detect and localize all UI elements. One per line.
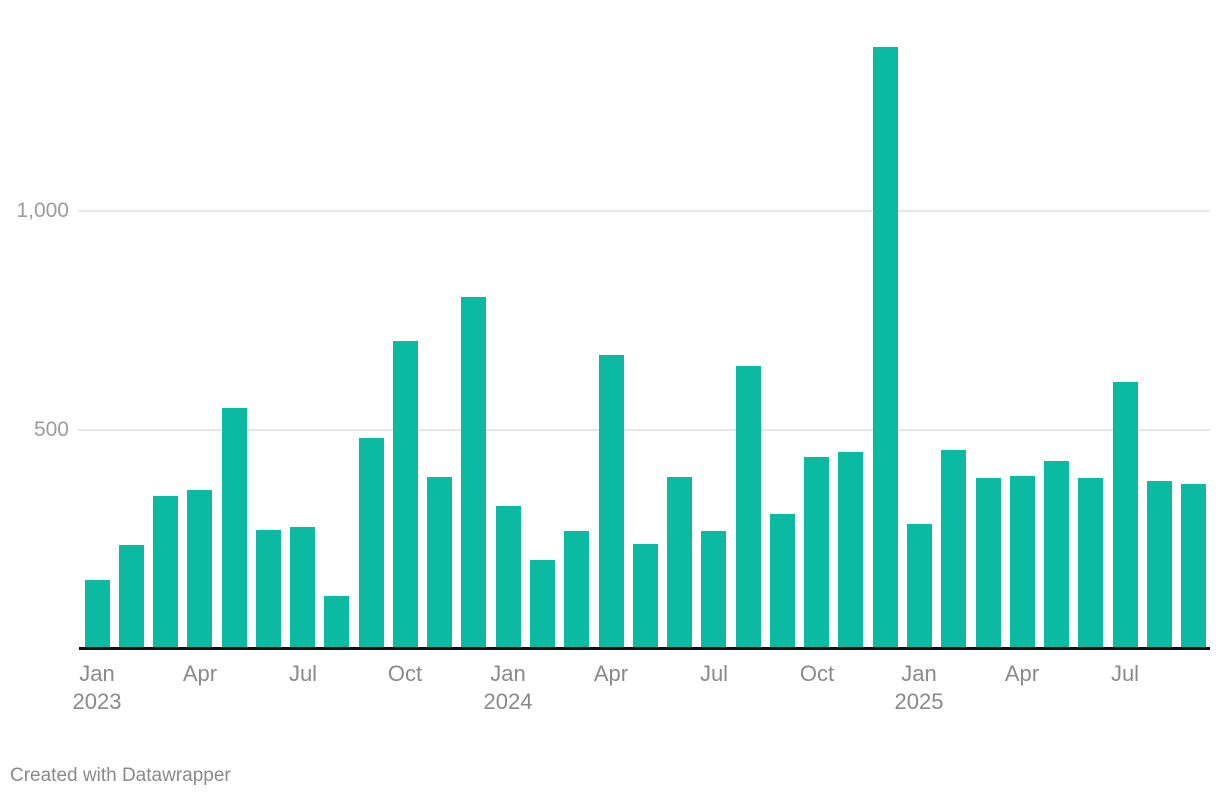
x-axis-tick-label: Oct: [747, 660, 887, 688]
bar[interactable]: [1010, 476, 1035, 648]
x-tick-month: Apr: [593, 661, 629, 686]
bar[interactable]: [976, 478, 1001, 648]
bar[interactable]: [187, 490, 212, 648]
gridline: [78, 429, 1210, 431]
x-tick-year: 2023: [72, 689, 122, 714]
bar[interactable]: [633, 544, 658, 648]
x-tick-month: Apr: [182, 661, 218, 686]
bar[interactable]: [222, 408, 247, 648]
bar[interactable]: [427, 477, 452, 648]
bar[interactable]: [873, 47, 898, 648]
bar[interactable]: [1078, 478, 1103, 648]
bar[interactable]: [85, 580, 110, 648]
bar[interactable]: [770, 514, 795, 648]
bar[interactable]: [1113, 382, 1138, 648]
gridline: [78, 210, 1210, 212]
x-axis-tick-label: Jul: [1055, 660, 1195, 688]
x-tick-month: Jul: [699, 661, 729, 686]
bar[interactable]: [153, 496, 178, 648]
x-axis-tick-label: Jan 2025: [849, 660, 989, 716]
x-tick-month: Jul: [288, 661, 318, 686]
x-axis-tick-label: Jul: [233, 660, 373, 688]
bar[interactable]: [667, 477, 692, 648]
x-tick-year: 2024: [483, 689, 533, 714]
x-tick-month: Oct: [799, 661, 835, 686]
bar[interactable]: [256, 530, 281, 648]
x-axis-tick-label: Apr: [130, 660, 270, 688]
bar[interactable]: [701, 531, 726, 648]
x-axis-tick-label: Jan 2023: [27, 660, 167, 716]
x-axis-tick-label: Apr: [541, 660, 681, 688]
bar[interactable]: [941, 450, 966, 648]
bar[interactable]: [838, 452, 863, 648]
x-axis-tick-label: Jul: [644, 660, 784, 688]
y-axis-tick-label: 500: [33, 418, 69, 441]
x-tick-month: Oct: [387, 661, 423, 686]
datawrapper-attribution-link[interactable]: Created with Datawrapper: [10, 765, 231, 786]
bar[interactable]: [119, 545, 144, 648]
bar[interactable]: [393, 341, 418, 648]
bar[interactable]: [496, 506, 521, 648]
x-tick-month: Apr: [1004, 661, 1040, 686]
y-axis-tick-label: 1,000: [16, 199, 69, 222]
bar[interactable]: [1147, 481, 1172, 648]
bar[interactable]: [461, 297, 486, 648]
x-axis-line: [79, 647, 1210, 650]
x-tick-month: Jan: [901, 661, 937, 686]
x-tick-month: Jan: [79, 661, 115, 686]
x-tick-month: Jul: [1110, 661, 1140, 686]
bar[interactable]: [1044, 461, 1069, 648]
x-tick-month: Jan: [490, 661, 526, 686]
bar[interactable]: [324, 596, 349, 648]
x-axis-tick-label: Oct: [335, 660, 475, 688]
bar[interactable]: [530, 560, 555, 648]
bar[interactable]: [359, 438, 384, 648]
bar[interactable]: [599, 355, 624, 648]
bar[interactable]: [290, 527, 315, 648]
x-tick-year: 2025: [894, 689, 944, 714]
x-axis-tick-label: Jan 2024: [438, 660, 578, 716]
bar[interactable]: [736, 366, 761, 648]
bar[interactable]: [1181, 484, 1206, 648]
bar[interactable]: [564, 531, 589, 648]
bar[interactable]: [804, 457, 829, 648]
x-axis-tick-label: Apr: [952, 660, 1092, 688]
bar[interactable]: [907, 524, 932, 648]
